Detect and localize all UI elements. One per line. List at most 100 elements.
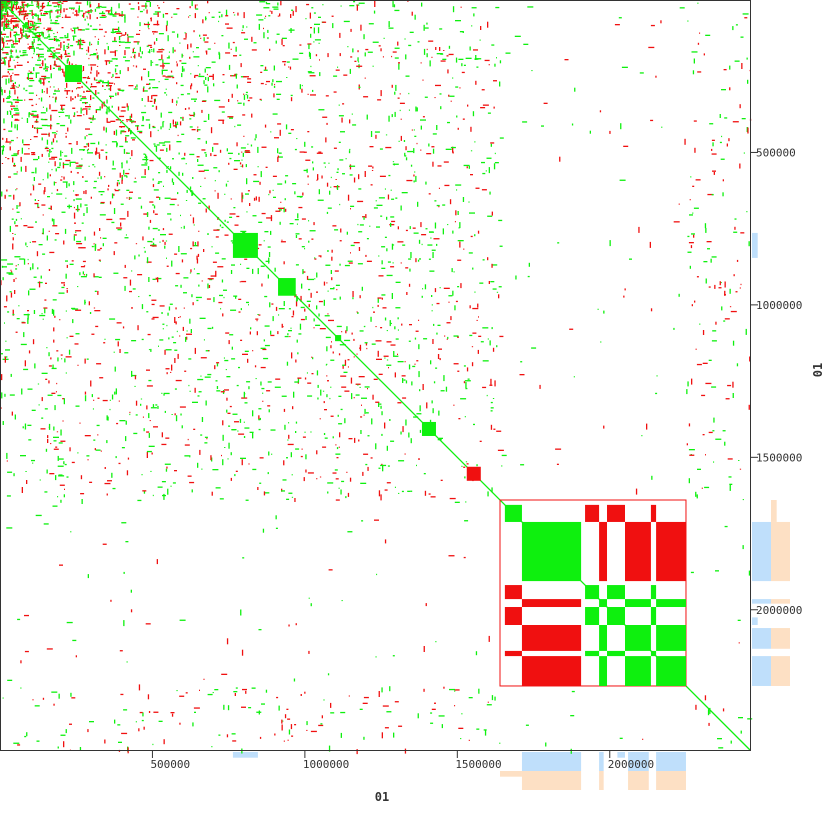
match-dot bbox=[15, 265, 17, 267]
match-dot bbox=[27, 317, 29, 324]
match-dot bbox=[729, 87, 731, 91]
match-dot bbox=[56, 5, 58, 7]
match-dot bbox=[61, 2, 64, 4]
match-dot bbox=[52, 67, 55, 69]
match-dot bbox=[431, 56, 433, 58]
match-dot bbox=[370, 131, 373, 137]
match-dot bbox=[308, 240, 310, 243]
match-dot bbox=[1, 89, 3, 96]
match-dot bbox=[469, 212, 475, 214]
match-dot bbox=[432, 161, 434, 167]
match-dot bbox=[241, 197, 243, 203]
match-dot bbox=[155, 277, 157, 280]
match-dot bbox=[39, 9, 43, 11]
match-dot bbox=[464, 520, 469, 522]
match-dot bbox=[143, 490, 146, 494]
match-dot bbox=[335, 444, 337, 446]
match-dot bbox=[111, 472, 113, 478]
match-dot bbox=[366, 114, 368, 120]
match-dot bbox=[190, 191, 192, 193]
match-dot bbox=[391, 293, 393, 299]
match-dot bbox=[340, 228, 342, 233]
match-dot bbox=[81, 499, 83, 504]
match-dot bbox=[52, 54, 55, 57]
match-dot bbox=[270, 334, 275, 337]
match-dot bbox=[288, 422, 290, 424]
match-dot bbox=[189, 15, 191, 17]
match-dot bbox=[243, 94, 246, 100]
match-dot bbox=[88, 301, 90, 306]
match-dot bbox=[99, 260, 101, 262]
match-dot bbox=[204, 152, 207, 154]
match-dot bbox=[189, 6, 191, 9]
match-dot bbox=[673, 327, 675, 330]
match-dot bbox=[491, 44, 495, 46]
match-dot bbox=[183, 68, 185, 72]
match-dot bbox=[276, 33, 280, 35]
match-dot bbox=[35, 72, 40, 74]
match-dot bbox=[8, 273, 14, 275]
match-dot bbox=[736, 259, 739, 262]
match-dot bbox=[15, 32, 18, 36]
match-dot bbox=[211, 16, 215, 18]
match-dot bbox=[147, 694, 150, 700]
match-dot bbox=[407, 150, 414, 153]
match-dot bbox=[177, 204, 179, 206]
match-dot bbox=[311, 373, 314, 375]
match-dot bbox=[179, 406, 186, 408]
match-dot bbox=[14, 40, 20, 42]
match-dot bbox=[26, 37, 29, 39]
match-dot bbox=[50, 124, 52, 130]
match-dot bbox=[117, 724, 121, 726]
match-dot bbox=[161, 69, 168, 71]
match-dot bbox=[699, 323, 701, 325]
match-dot bbox=[45, 11, 47, 14]
match-dot bbox=[48, 153, 50, 158]
match-dot bbox=[425, 603, 427, 607]
match-dot bbox=[50, 151, 52, 153]
match-dot bbox=[301, 88, 303, 93]
match-dot bbox=[66, 621, 73, 624]
match-dot bbox=[116, 322, 122, 324]
match-dot bbox=[18, 6, 20, 8]
match-dot bbox=[24, 423, 27, 430]
match-dot bbox=[60, 179, 63, 181]
match-dot bbox=[211, 326, 214, 329]
match-dot bbox=[41, 62, 44, 65]
match-dot bbox=[318, 109, 325, 111]
match-dot bbox=[39, 78, 46, 80]
match-dot bbox=[79, 272, 81, 276]
match-dot bbox=[22, 426, 24, 429]
match-dot bbox=[137, 325, 139, 331]
match-dot bbox=[176, 61, 178, 63]
match-dot bbox=[41, 153, 43, 157]
match-dot bbox=[100, 149, 104, 151]
match-dot bbox=[571, 123, 574, 126]
match-dot bbox=[338, 353, 341, 356]
match-dot bbox=[570, 748, 572, 754]
match-dot bbox=[9, 50, 12, 52]
match-dot bbox=[280, 201, 282, 203]
match-dot bbox=[213, 143, 219, 145]
match-dot bbox=[4, 6, 6, 12]
match-dot bbox=[454, 305, 456, 311]
match-dot bbox=[65, 273, 67, 279]
match-dot bbox=[449, 497, 456, 500]
match-dot bbox=[744, 17, 748, 19]
match-dot bbox=[236, 215, 240, 218]
match-dot bbox=[26, 480, 28, 484]
match-dot bbox=[138, 254, 140, 257]
match-dot bbox=[40, 275, 42, 279]
match-dot bbox=[255, 318, 259, 320]
match-dot bbox=[455, 300, 458, 303]
match-dot bbox=[378, 467, 381, 469]
match-dot bbox=[391, 243, 394, 250]
match-dot bbox=[386, 445, 388, 451]
match-dot bbox=[256, 320, 258, 322]
match-dot bbox=[189, 481, 195, 484]
match-dot bbox=[52, 96, 54, 98]
match-dot bbox=[732, 121, 739, 123]
match-dot bbox=[397, 361, 404, 363]
match-dot bbox=[207, 693, 213, 696]
match-dot bbox=[23, 153, 30, 155]
